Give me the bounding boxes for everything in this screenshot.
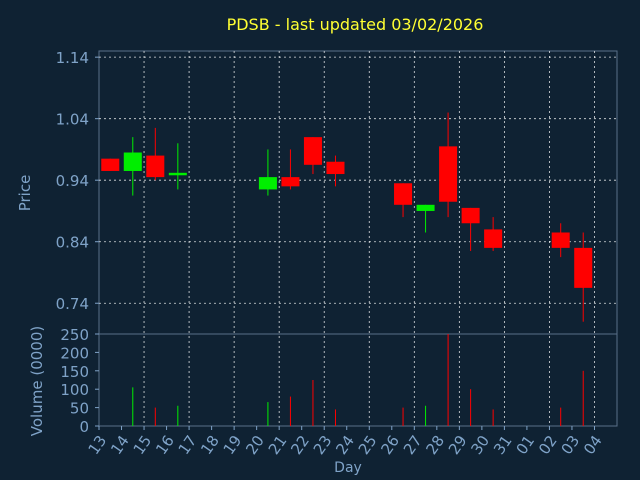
candle-body — [326, 161, 345, 175]
candle-body — [394, 183, 413, 205]
candle-body — [461, 207, 480, 224]
candle-body — [146, 155, 165, 178]
candle-body — [551, 232, 570, 248]
volume-tick-label: 0 — [79, 418, 89, 436]
price-panel: 1.14 1.04 0.94 0.84 0.74 — [56, 49, 618, 426]
chart-title: PDSB - last updated 03/02/2026 — [227, 15, 484, 34]
candle-body — [281, 177, 300, 187]
candle-body — [123, 152, 142, 171]
price-axis-label: Price — [16, 175, 34, 212]
volume-plot-frame — [98, 333, 618, 427]
price-tick-label: 1.04 — [56, 111, 89, 129]
candle-body — [303, 137, 322, 165]
candle-body — [258, 177, 277, 190]
candle-body — [439, 146, 458, 202]
volume-axis-label: Volume (0000) — [28, 326, 46, 436]
volume-tick-label: 50 — [70, 400, 89, 418]
candle-body — [101, 158, 120, 171]
price-tick-label: 0.84 — [56, 234, 89, 252]
volume-tick-label: 100 — [60, 381, 89, 399]
volume-tick-label: 200 — [60, 344, 89, 362]
price-tick-label: 0.74 — [56, 295, 89, 313]
price-tick-label: 1.14 — [56, 49, 89, 67]
x-axis-label: Day — [334, 460, 362, 476]
price-tick-label: 0.94 — [56, 172, 89, 190]
candle-body — [574, 247, 593, 288]
volume-tick-label: 250 — [60, 326, 89, 344]
candle-body — [416, 204, 435, 211]
candle-body — [484, 229, 503, 248]
candle-body — [168, 172, 187, 176]
volume-tick-label: 150 — [60, 363, 89, 381]
